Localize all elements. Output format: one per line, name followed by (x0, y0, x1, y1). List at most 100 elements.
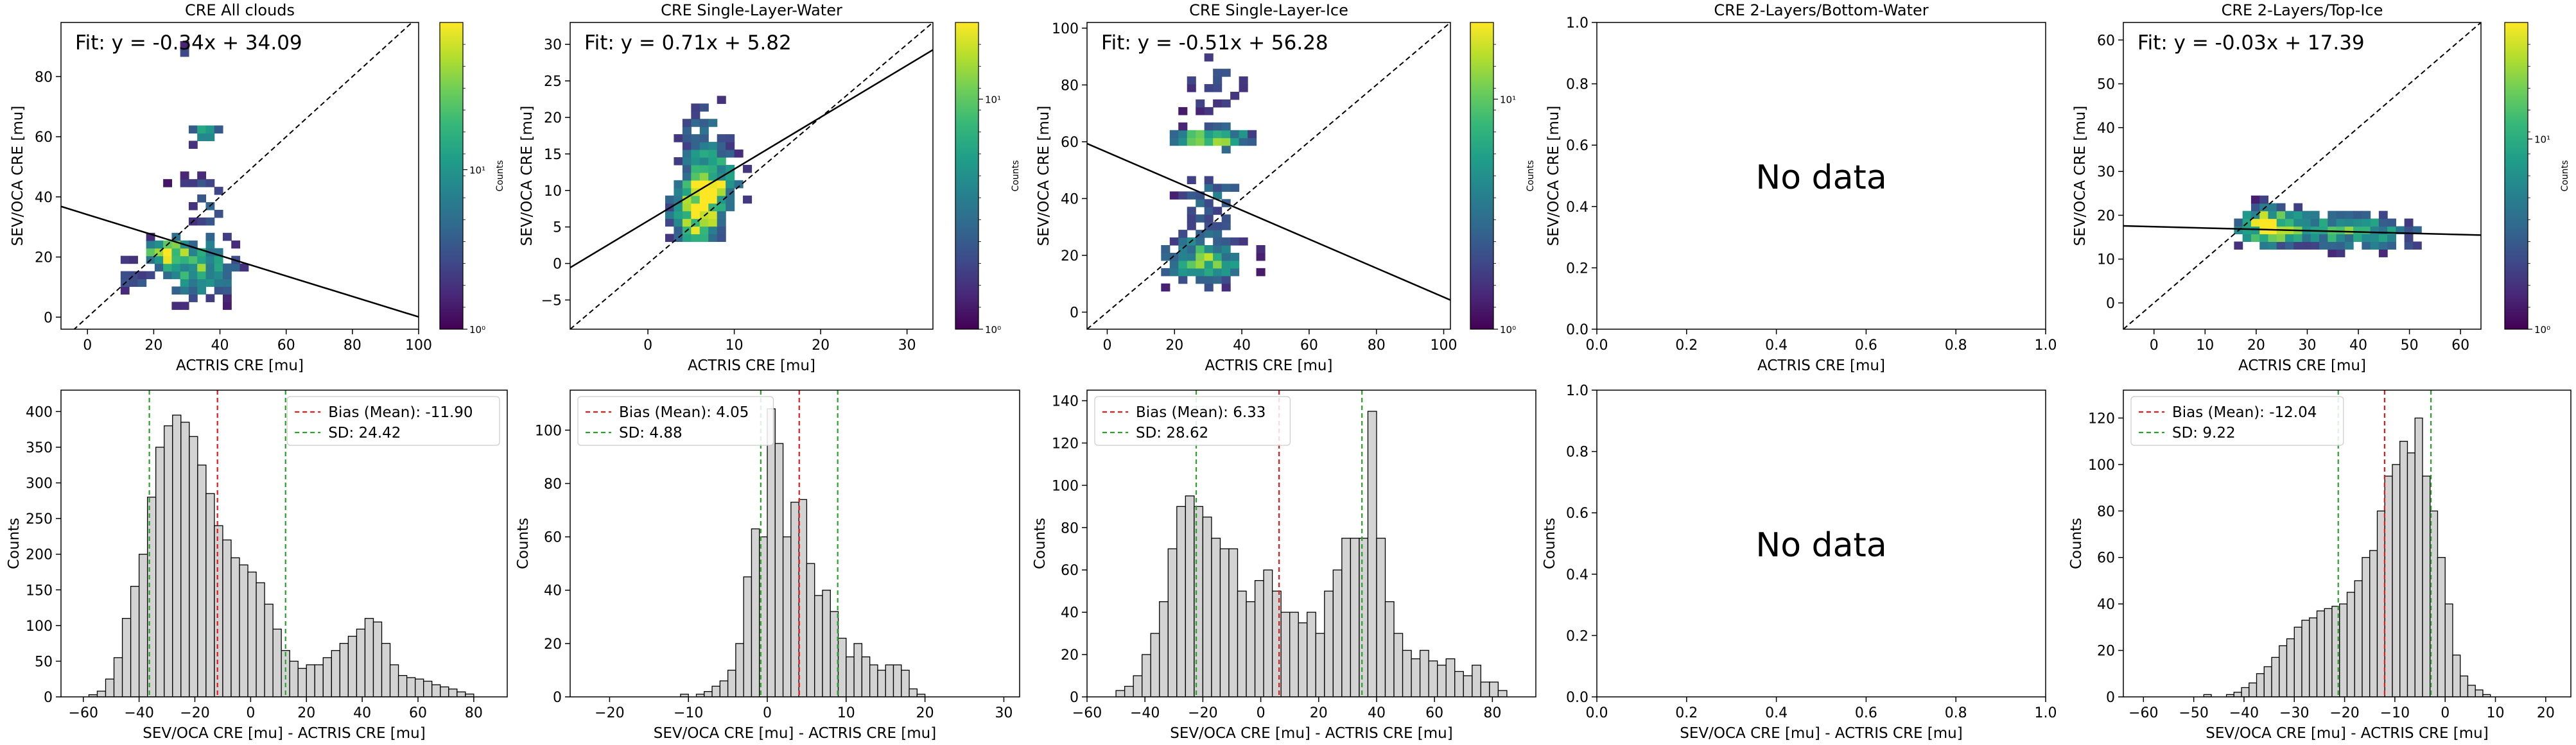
y-axis-label: Counts (2068, 518, 2085, 569)
heatmap-cell (1187, 176, 1196, 184)
axes-frame (570, 22, 934, 330)
x-tick-label: −40 (1130, 705, 1160, 721)
heatmap-cell (1213, 137, 1223, 146)
histogram-bar (356, 628, 366, 697)
heatmap-cell (2353, 210, 2362, 219)
heatmap-cell (1213, 230, 1223, 238)
x-tick-label: 20 (297, 705, 315, 721)
heatmap-cell (1196, 99, 1205, 108)
heatmap-cell (188, 294, 198, 302)
histogram-bar (239, 564, 248, 697)
y-axis-label: SEV/OCA CRE [mu] (1545, 106, 1562, 246)
x-tick-label: 0 (1102, 338, 1111, 354)
histogram-bar (2376, 510, 2385, 697)
heatmap-cell (1178, 230, 1188, 238)
heatmap-cell (2259, 210, 2269, 219)
heatmap-cell (2302, 210, 2311, 219)
histogram-bar (1384, 601, 1395, 697)
legend-sd-label: SD: 28.62 (1136, 425, 1208, 441)
x-tick-label: 0 (1257, 705, 1266, 721)
heatmap-cell (1204, 176, 1214, 184)
histogram-bar (767, 408, 776, 697)
y-axis-label: SEV/OCA CRE [mu] (2072, 106, 2089, 246)
x-axis-label: ACTRIS CRE [mu] (176, 357, 304, 374)
colorbar-tick-label: 10¹ (2534, 134, 2550, 146)
x-tick-label: 40 (2349, 338, 2367, 354)
histogram-bar (814, 595, 823, 697)
heatmap-cell (197, 271, 207, 280)
x-tick-label: 80 (1483, 705, 1501, 721)
heatmap-cell (1204, 137, 1214, 146)
heatmap-cell (1221, 237, 1231, 246)
heatmap-cell (1230, 237, 1240, 246)
x-tick-label: 40 (1233, 338, 1251, 354)
x-tick-label: 20 (1310, 705, 1328, 721)
y-tick-label: 0 (1070, 690, 1079, 706)
y-tick-label: 40 (1061, 605, 1079, 621)
histogram-bar (719, 680, 729, 697)
heatmap-cell (691, 134, 701, 142)
y-tick-label: 80 (35, 69, 53, 85)
y-tick-label: 40 (544, 583, 562, 599)
heatmap-cell (180, 286, 189, 295)
heatmap-cell (1204, 268, 1214, 277)
heatmap-cell (2259, 203, 2269, 212)
heatmap-cell (1169, 268, 1179, 277)
histogram-bar (822, 590, 831, 697)
histogram-bar (281, 650, 290, 697)
heatmap-cell (2302, 234, 2311, 243)
histogram-bar (214, 525, 223, 697)
heatmap-cell (1178, 268, 1188, 277)
histogram-bar (1133, 675, 1143, 697)
subplot-9: 0.0 0.2 0.4 0.6 0.8 1.0 0.0 0.2 0.4 0.6 0.8 1.0 SEV/… (1542, 383, 2057, 742)
x-tick-label: −20 (180, 705, 209, 721)
y-tick-label: 0 (553, 257, 562, 273)
heatmap-cell (726, 150, 735, 158)
heatmap-cell (231, 240, 241, 249)
histogram-bar (306, 664, 315, 697)
histogram-bar (397, 675, 408, 697)
x-tick-label: 30 (2298, 338, 2316, 354)
x-tick-label: 60 (277, 338, 295, 354)
y-tick-label: 0.2 (1566, 261, 1588, 277)
y-tick-label: 5 (553, 220, 562, 236)
y-tick-label: 60 (2097, 551, 2115, 567)
x-tick-label: 20 (916, 705, 934, 721)
heatmap-cell (717, 195, 726, 204)
heatmap-cell (2362, 241, 2371, 250)
heatmap-cell (1204, 283, 1214, 292)
plot-background (61, 22, 419, 329)
heatmap-cell (1221, 130, 1231, 139)
heatmap-cell (717, 203, 726, 212)
histogram-bar (1194, 506, 1204, 697)
histogram-bar (853, 643, 863, 697)
legend: Bias (Mean): -11.90 SD: 24.42 (286, 396, 500, 446)
x-tick-label: 10 (837, 705, 855, 721)
heatmap-cell (1204, 84, 1214, 92)
plot-area (1597, 390, 2046, 697)
heatmap-cell (120, 271, 130, 280)
y-tick-label: 0.6 (1566, 506, 1588, 522)
heatmap-cell (129, 278, 138, 287)
heatmap-cell (708, 195, 718, 204)
histogram-bar (339, 642, 349, 697)
heatmap-cell (743, 195, 753, 204)
histogram-bar (247, 571, 257, 697)
histogram-bar (2293, 626, 2302, 697)
heatmap-cell (2268, 241, 2277, 250)
heatmap-cell (154, 240, 164, 249)
heatmap-cell (2353, 218, 2362, 227)
histogram-bar (205, 493, 215, 697)
heatmap-cell (2404, 218, 2414, 227)
heatmap-cell (2284, 234, 2294, 243)
y-tick-label: 200 (26, 547, 53, 563)
heatmap-cell (2370, 234, 2380, 243)
heatmap-cell (205, 125, 215, 134)
histogram-bar (916, 694, 926, 697)
legend-mean-label: Bias (Mean): 6.33 (1136, 404, 1266, 421)
heatmap-cell (682, 119, 692, 127)
histogram-bar (2414, 417, 2423, 697)
heatmap-cell (1178, 275, 1188, 284)
heatmap-cell (1178, 137, 1188, 146)
heatmap-cell (163, 271, 173, 280)
